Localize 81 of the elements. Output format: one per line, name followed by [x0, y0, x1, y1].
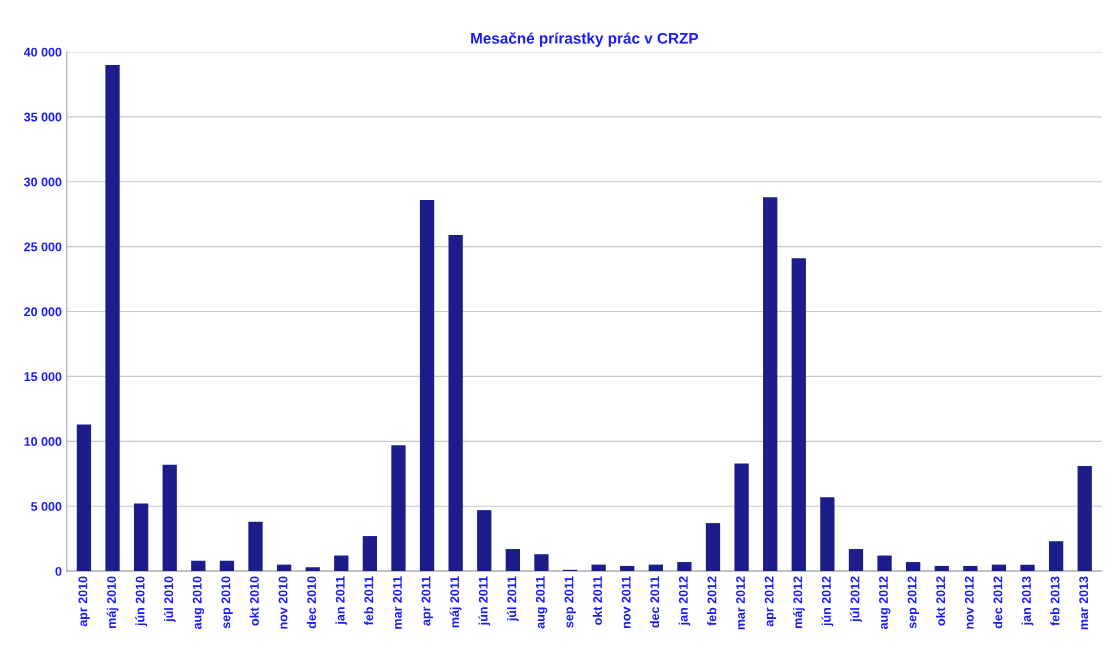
bar — [620, 565, 635, 572]
bar — [1020, 564, 1035, 572]
bar — [448, 234, 463, 572]
bar — [934, 565, 949, 572]
x-tick-label: aug 2012 — [879, 576, 891, 630]
y-tick-label: 5 000 — [31, 502, 62, 511]
x-tick-label: feb 2013 — [1050, 576, 1060, 626]
y-tick-label: 20 000 — [24, 307, 62, 317]
x-tick-label: sep 2011 — [564, 576, 576, 628]
bar — [162, 464, 177, 572]
x-tick-label: okt 2012 — [935, 576, 946, 626]
y-tick-label: 25 000 — [24, 242, 62, 252]
x-tick-label: dec 2012 — [993, 576, 1003, 629]
bar — [677, 562, 692, 572]
bar — [477, 510, 492, 572]
chart-title: Mesačné prírastky prác v CRZP — [471, 32, 699, 47]
bar — [391, 445, 406, 572]
bar — [534, 554, 549, 572]
bar — [334, 555, 349, 572]
x-tick-label: jún 2012 — [821, 576, 834, 627]
bar — [276, 564, 292, 572]
bar — [591, 564, 606, 572]
bar — [362, 536, 378, 572]
y-tick-label: 30 000 — [23, 177, 62, 187]
bar — [734, 463, 749, 572]
x-tick-label: okt 2010 — [249, 576, 259, 626]
x-tick-label: júl 2012 — [850, 576, 862, 623]
bar — [419, 199, 435, 572]
x-tick-label: máj 2011 — [449, 576, 462, 628]
x-tick-label: aug 2010 — [192, 576, 205, 630]
bar — [505, 549, 520, 572]
bar — [906, 562, 921, 572]
x-tick-label: máj 2012 — [792, 576, 805, 628]
bar — [305, 567, 320, 572]
y-tick-label: 35 000 — [23, 112, 62, 122]
x-tick-label: dec 2010 — [306, 576, 317, 629]
y-tick-label: 10 000 — [24, 437, 62, 446]
bar — [705, 523, 721, 572]
x-tick-label: apr 2010 — [78, 576, 90, 627]
x-tick-label: júl 2010 — [163, 576, 176, 623]
x-tick-label: mar 2013 — [1079, 576, 1089, 630]
x-tick-label: sep 2012 — [907, 576, 919, 629]
x-tick-label: máj 2010 — [106, 576, 119, 628]
bar — [76, 424, 92, 572]
bar — [133, 503, 149, 572]
bar — [763, 197, 778, 572]
y-tick-label: 15 000 — [24, 372, 62, 382]
bar — [1048, 541, 1064, 572]
bar — [848, 549, 864, 572]
bar — [648, 564, 663, 572]
x-tick-label: júl 2011 — [506, 576, 519, 622]
bar — [791, 258, 806, 572]
x-tick-label: dec 2011 — [649, 576, 660, 628]
x-tick-label: nov 2010 — [278, 576, 288, 629]
x-tick-label: mar 2012 — [736, 576, 745, 630]
x-tick-label: jún 2010 — [135, 576, 147, 627]
x-tick-label: feb 2012 — [707, 576, 717, 626]
x-tick-label: apr 2011 — [421, 576, 433, 626]
x-tick-label: okt 2011 — [592, 576, 602, 625]
bar — [991, 564, 1007, 572]
x-tick-label: nov 2012 — [964, 576, 974, 629]
bar — [248, 521, 263, 572]
y-tick-label: 0 — [55, 566, 62, 576]
bar — [191, 560, 206, 572]
bar — [963, 565, 978, 572]
x-tick-label: aug 2011 — [535, 576, 548, 629]
y-tick-label: 40 000 — [23, 47, 62, 57]
x-tick-label: jan 2013 — [1021, 576, 1034, 626]
bar — [219, 560, 235, 572]
x-tick-label: jún 2011 — [478, 576, 491, 626]
x-tick-label: mar 2011 — [392, 576, 402, 629]
x-tick-label: sep 2010 — [221, 576, 233, 629]
x-tick-label: jan 2012 — [678, 576, 691, 626]
x-tick-label: feb 2011 — [364, 576, 374, 626]
x-tick-label: apr 2012 — [764, 576, 777, 627]
x-tick-label: jan 2011 — [335, 576, 348, 625]
bar — [877, 555, 892, 572]
x-tick-label: nov 2011 — [621, 576, 631, 628]
bar — [820, 497, 835, 572]
bar — [1077, 465, 1092, 572]
bar — [105, 64, 120, 572]
